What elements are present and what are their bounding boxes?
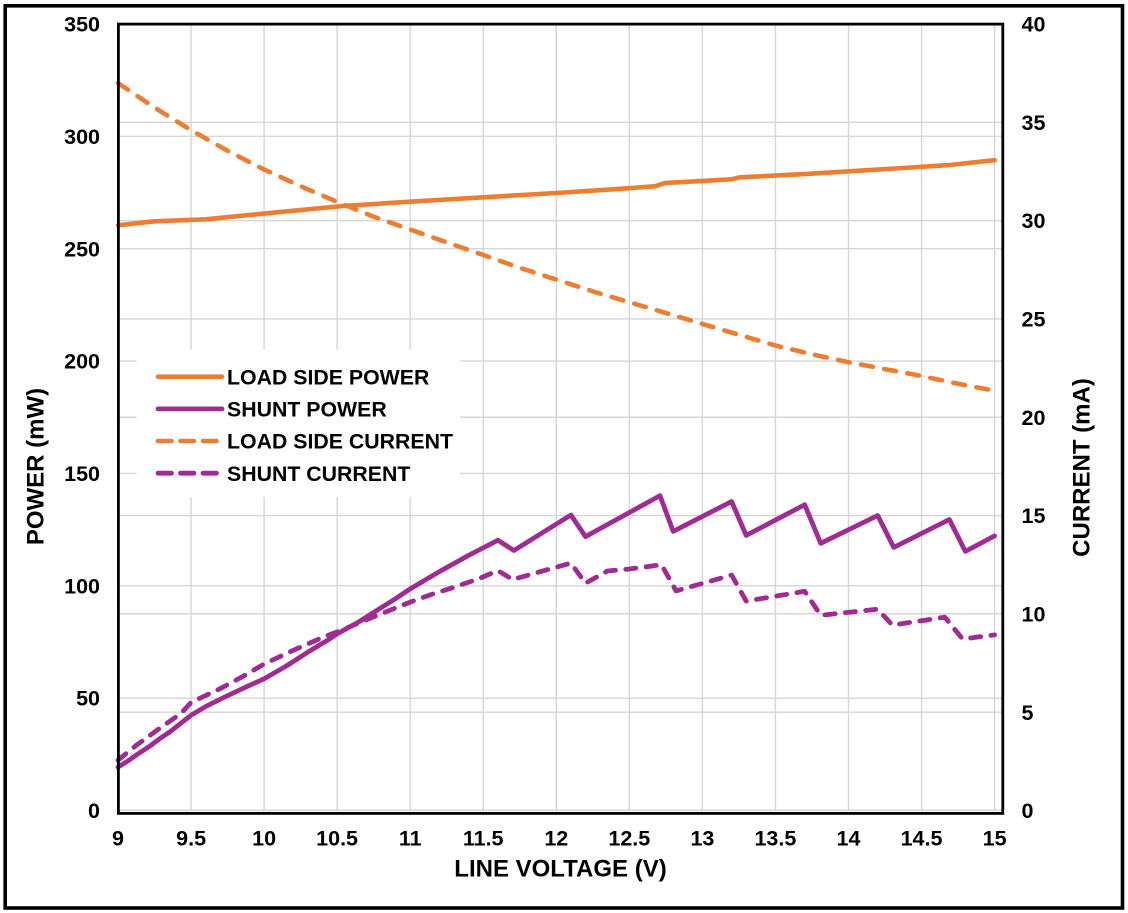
- svg-text:300: 300: [64, 125, 100, 149]
- svg-text:13: 13: [690, 826, 714, 850]
- svg-text:350: 350: [64, 13, 100, 37]
- svg-text:SHUNT POWER: SHUNT POWER: [227, 398, 387, 422]
- svg-text:LOAD SIDE POWER: LOAD SIDE POWER: [227, 365, 429, 389]
- svg-text:LOAD SIDE CURRENT: LOAD SIDE CURRENT: [227, 430, 453, 454]
- svg-text:100: 100: [64, 574, 100, 598]
- svg-text:LINE VOLTAGE (V): LINE VOLTAGE (V): [454, 856, 666, 883]
- svg-text:14: 14: [837, 826, 861, 850]
- svg-text:CURRENT (mA): CURRENT (mA): [1069, 378, 1096, 557]
- svg-text:250: 250: [64, 237, 100, 261]
- svg-text:0: 0: [88, 799, 100, 823]
- svg-text:12: 12: [544, 826, 568, 850]
- svg-text:35: 35: [1022, 111, 1046, 135]
- svg-text:25: 25: [1022, 308, 1046, 332]
- svg-text:150: 150: [64, 462, 100, 486]
- svg-text:SHUNT CURRENT: SHUNT CURRENT: [227, 462, 410, 486]
- svg-text:5: 5: [1022, 701, 1034, 725]
- svg-text:10: 10: [252, 826, 276, 850]
- svg-text:0: 0: [1022, 799, 1034, 823]
- svg-text:15: 15: [983, 826, 1007, 850]
- svg-text:200: 200: [64, 350, 100, 374]
- svg-text:50: 50: [76, 687, 100, 711]
- svg-text:15: 15: [1022, 504, 1046, 528]
- svg-text:9: 9: [112, 826, 124, 850]
- svg-text:10.5: 10.5: [316, 826, 358, 850]
- svg-text:10: 10: [1022, 603, 1046, 627]
- svg-text:20: 20: [1022, 406, 1046, 430]
- svg-text:POWER (mW): POWER (mW): [23, 388, 50, 545]
- svg-text:14.5: 14.5: [901, 826, 943, 850]
- svg-text:12.5: 12.5: [608, 826, 650, 850]
- svg-text:13.5: 13.5: [754, 826, 796, 850]
- svg-text:11: 11: [399, 826, 422, 850]
- svg-text:30: 30: [1022, 209, 1046, 233]
- svg-text:40: 40: [1022, 13, 1046, 37]
- svg-text:11.5: 11.5: [463, 826, 504, 850]
- svg-text:9.5: 9.5: [176, 826, 206, 850]
